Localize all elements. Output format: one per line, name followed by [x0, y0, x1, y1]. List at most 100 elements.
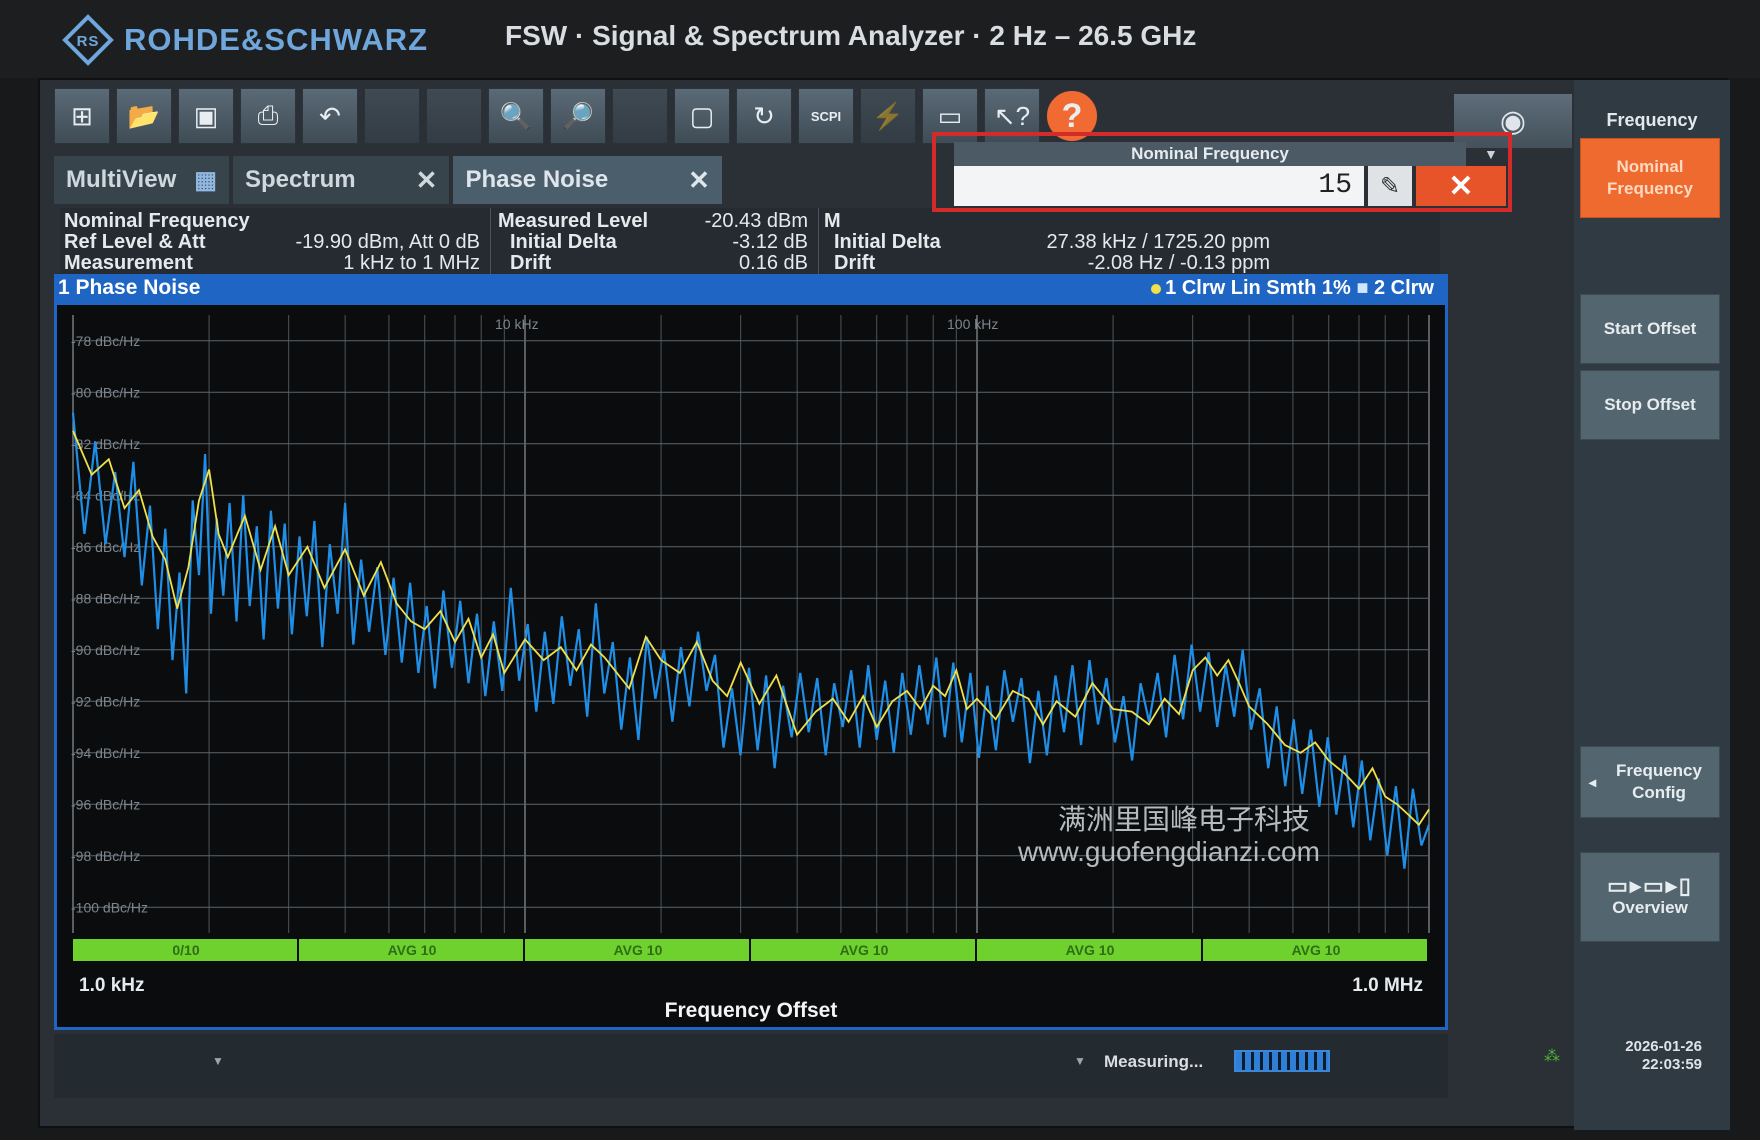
y-tick-label: -96 dBc/Hz: [71, 796, 140, 812]
sweep-count-label: AVG 10: [1292, 942, 1341, 958]
scpi-recorder-icon[interactable]: SCPI: [798, 88, 854, 144]
scpi-label: SCPI: [810, 108, 842, 124]
zoom-off-icon[interactable]: [612, 88, 668, 144]
info-label: Drift: [510, 252, 552, 274]
cancel-icon[interactable]: ✕: [1416, 166, 1506, 206]
sweep-count-label: AVG 10: [840, 942, 889, 958]
instrument-header: RS ROHDE&SCHWARZ FSW · Signal & Spectrum…: [0, 0, 1760, 78]
trace-1-dot-icon: [1151, 283, 1162, 294]
trace-2-raw-line: [71, 412, 1431, 869]
full-screen-icon[interactable]: ▢: [674, 88, 730, 144]
watermark-line-2: www.guofengdianzi.com: [1018, 836, 1320, 867]
x-stop-label: 1.0 MHz: [1352, 975, 1423, 996]
multi-zoom-icon[interactable]: 🔎: [550, 88, 606, 144]
sweep-count-label: AVG 10: [388, 942, 437, 958]
y-tick-label: -92 dBc/Hz: [71, 693, 140, 709]
measurement-progress-bar: [1234, 1050, 1330, 1072]
measuring-status: Measuring...: [1104, 1052, 1204, 1071]
screenshot-camera-icon[interactable]: ◉: [1454, 94, 1572, 148]
y-tick-label: -98 dBc/Hz: [71, 848, 140, 864]
nominal-frequency-input[interactable]: 15: [954, 166, 1364, 206]
nominal-frequency-dialog-title: Nominal Frequency: [954, 142, 1466, 166]
info-label: Drift: [834, 252, 876, 274]
close-icon[interactable]: ✕: [688, 164, 710, 195]
arrow-left-icon: ◂: [1589, 774, 1597, 790]
watermark-line-1: 满洲里国峰电子科技: [1058, 804, 1311, 835]
channel-tabs: MultiView ▦ Spectrum ✕ Phase Noise ✕: [54, 156, 726, 206]
info-label: Ref Level & Att: [64, 231, 206, 253]
toolbar: ⊞ 📂 ▣ ⎙ ↶ 🔍 🔎 ▢ ↻ SCPI ⚡ ▭ ↖? ?: [54, 88, 1464, 154]
sweep-count-segment: [525, 939, 749, 961]
y-tick-label: -88 dBc/Hz: [71, 590, 140, 606]
sequencer-icon[interactable]: ⚡: [860, 88, 916, 144]
windows-start-icon[interactable]: ⊞: [54, 88, 110, 144]
pencil-icon[interactable]: ✎: [1368, 166, 1412, 206]
trace-legend: 1 Clrw Lin Smth 1% ■ 2 Clrw: [1151, 274, 1434, 302]
info-value: 0.16 dB: [739, 252, 808, 274]
instrument-title: FSW · Signal & Spectrum Analyzer · 2 Hz …: [505, 20, 1197, 51]
save-icon[interactable]: ▣: [178, 88, 234, 144]
y-tick-label: -94 dBc/Hz: [71, 745, 140, 761]
tab-spectrum[interactable]: Spectrum ✕: [232, 156, 450, 204]
y-tick-label: -90 dBc/Hz: [71, 642, 140, 658]
info-value: -3.12 dB: [732, 231, 808, 253]
dropdown-arrow-icon[interactable]: ▼: [1074, 1054, 1086, 1068]
start-offset-button[interactable]: Start Offset: [1580, 294, 1720, 364]
softkey-panel: Frequency Nominal Frequency Start Offset…: [1544, 80, 1730, 1130]
frequency-config-label: Frequency Config: [1616, 761, 1702, 802]
trace-title-bar: 1 Phase Noise 1 Clrw Lin Smth 1% ■ 2 Clr…: [54, 274, 1448, 302]
trace-2-dot-icon: ■: [1356, 277, 1369, 299]
dropdown-arrow-icon[interactable]: ▼: [212, 1054, 224, 1068]
network-icon: ⁂: [1544, 1048, 1560, 1065]
time-display: 22:03:59: [1641, 1056, 1702, 1073]
brand-logo: RS ROHDE&SCHWARZ: [62, 14, 428, 66]
nominal-frequency-button[interactable]: Nominal Frequency: [1580, 138, 1720, 218]
tab-label: Phase Noise: [465, 166, 609, 193]
rohde-schwarz-logo-icon: RS: [62, 14, 114, 66]
open-folder-icon[interactable]: 📂: [116, 88, 172, 144]
x-start-label: 1.0 kHz: [79, 975, 144, 996]
date-display: 2026-01-26: [1625, 1038, 1702, 1055]
phase-noise-plot[interactable]: -78 dBc/Hz -80 dBc/Hz -82 dBc/Hz -84 dBc/Hz…: [54, 302, 1448, 1030]
undo-icon[interactable]: ↶: [302, 88, 358, 144]
trace-1-smoothed-line: [72, 430, 1430, 827]
analyzer-screen: ⊞ 📂 ▣ ⎙ ↶ 🔍 🔎 ▢ ↻ SCPI ⚡ ▭ ↖? ? ◉ MultiV…: [38, 78, 1730, 1130]
tab-phase-noise[interactable]: Phase Noise ✕: [453, 156, 722, 204]
zoom-mode-icon[interactable]: [426, 88, 482, 144]
sweep-count-segment: [73, 939, 297, 961]
signal-flow-icon: ▭▸▭▸▯: [1607, 873, 1693, 898]
sweep-count-segment: [977, 939, 1201, 961]
refresh-icon[interactable]: ↻: [736, 88, 792, 144]
nominal-frequency-dialog: Nominal Frequency 15 ✎ ✕ ▼: [932, 132, 1512, 212]
tab-label: MultiView: [66, 166, 177, 193]
zoom-icon[interactable]: 🔍: [488, 88, 544, 144]
svg-text:RS: RS: [77, 33, 100, 50]
frequency-config-button[interactable]: ◂ Frequency Config: [1580, 746, 1720, 818]
tab-multiview[interactable]: MultiView ▦: [54, 156, 229, 204]
info-value: 27.38 kHz / 1725.20 ppm: [1046, 231, 1270, 253]
print-icon[interactable]: ⎙: [240, 88, 296, 144]
trace-2-legend: 2 Clrw: [1373, 277, 1434, 299]
window-title: 1 Phase Noise: [58, 276, 201, 299]
multiview-icon: ▦: [194, 166, 217, 194]
redo-icon[interactable]: [364, 88, 420, 144]
dropdown-arrow-icon[interactable]: ▼: [1484, 146, 1498, 162]
info-label: Measured Level: [498, 210, 649, 232]
status-bar: ▼ ▼ Measuring...: [54, 1034, 1448, 1098]
overview-button[interactable]: ▭▸▭▸▯ Overview: [1580, 852, 1720, 942]
help-label: ?: [1061, 96, 1083, 135]
stop-offset-button[interactable]: Stop Offset: [1580, 370, 1720, 440]
phase-noise-chart: -78 dBc/Hz-80 dBc/Hz-82 dBc/Hz-84 dBc/Hz…: [71, 315, 1431, 1022]
y-tick-label: -78 dBc/Hz: [71, 333, 140, 349]
brand-name: ROHDE&SCHWARZ: [124, 22, 429, 57]
tab-label: Spectrum: [244, 166, 356, 193]
y-tick-label: -100 dBc/Hz: [71, 899, 148, 915]
softkey-menu-title: Frequency: [1606, 109, 1698, 130]
info-label: M: [824, 210, 841, 232]
x-tick-label: 100 kHz: [947, 316, 998, 332]
close-icon[interactable]: ✕: [415, 164, 438, 195]
trace-1-legend: 1 Clrw Lin Smth 1%: [1165, 277, 1351, 299]
info-value: -19.90 dBm, Att 0 dB: [295, 231, 480, 253]
y-tick-label: -80 dBc/Hz: [71, 384, 140, 400]
